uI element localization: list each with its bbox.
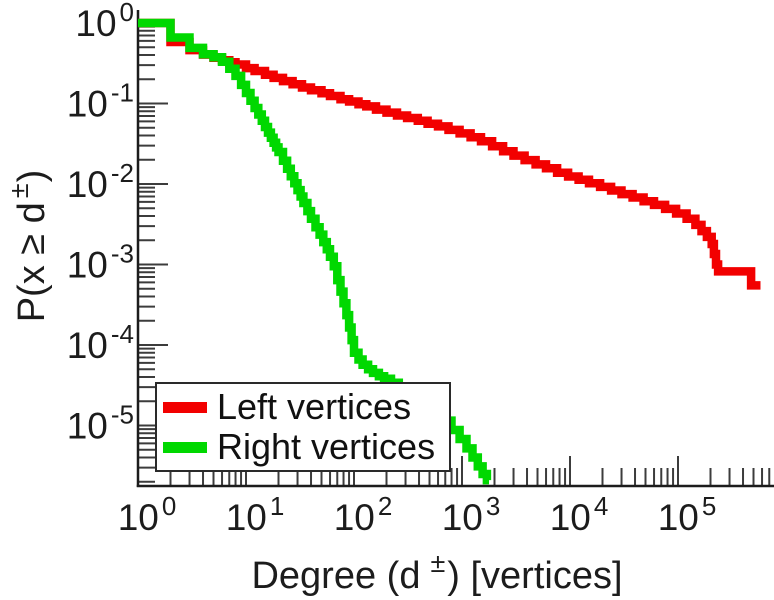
- axis-tick-labels: 10 0 10 1 10 2 10 3 10 4 10 5 10 0 10 -1 10 -2 10 -3 10 -4 10-…: [67, 0, 717, 538]
- series-line-left-vertices: [138, 18, 761, 290]
- x-tick-label: 10 1: [226, 491, 285, 538]
- y-tick-label: 10 -5: [67, 400, 134, 447]
- y-axis-label: P(x ≥ d±): [4, 170, 53, 323]
- legend: Left vertices Right vertices: [155, 382, 451, 472]
- legend-label-left-vertices: Left vertices: [217, 386, 412, 427]
- x-tick-label: 10 2: [334, 491, 393, 538]
- legend-item-left-vertices: Left vertices: [157, 387, 449, 427]
- y-tick-label: 10 -1: [67, 78, 134, 125]
- legend-swatch-right-vertices: [163, 441, 207, 453]
- legend-swatch-left-vertices: [163, 401, 207, 413]
- x-tick-label: 10 0: [118, 491, 177, 538]
- legend-item-right-vertices: Right vertices: [157, 427, 449, 467]
- y-tick-label: 10 0: [75, 0, 134, 44]
- x-tick-label: 10 5: [658, 491, 717, 538]
- y-tick-label: 10 -2: [67, 158, 134, 205]
- y-tick-label: 10 -4: [67, 319, 134, 366]
- x-tick-label: 10 3: [442, 491, 501, 538]
- y-tick-label: 10 -3: [67, 239, 134, 286]
- x-tick-label: 10 4: [550, 491, 609, 538]
- legend-label-right-vertices: Right vertices: [217, 426, 436, 467]
- x-axis-label: Degree (d ±) [vertices]: [251, 548, 622, 597]
